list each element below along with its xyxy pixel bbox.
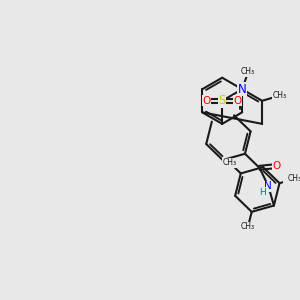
Text: CH₃: CH₃ <box>273 91 287 100</box>
Text: O: O <box>272 161 281 171</box>
Text: O: O <box>202 96 211 106</box>
Text: N: N <box>265 181 272 191</box>
Text: CH₃: CH₃ <box>241 68 255 76</box>
Text: O: O <box>233 96 242 106</box>
Text: S: S <box>218 94 226 107</box>
Text: CH₃: CH₃ <box>241 222 255 231</box>
Text: N: N <box>238 83 247 96</box>
Text: H: H <box>259 188 266 196</box>
Text: CH₃: CH₃ <box>223 158 237 167</box>
Text: CH₃: CH₃ <box>287 174 300 183</box>
